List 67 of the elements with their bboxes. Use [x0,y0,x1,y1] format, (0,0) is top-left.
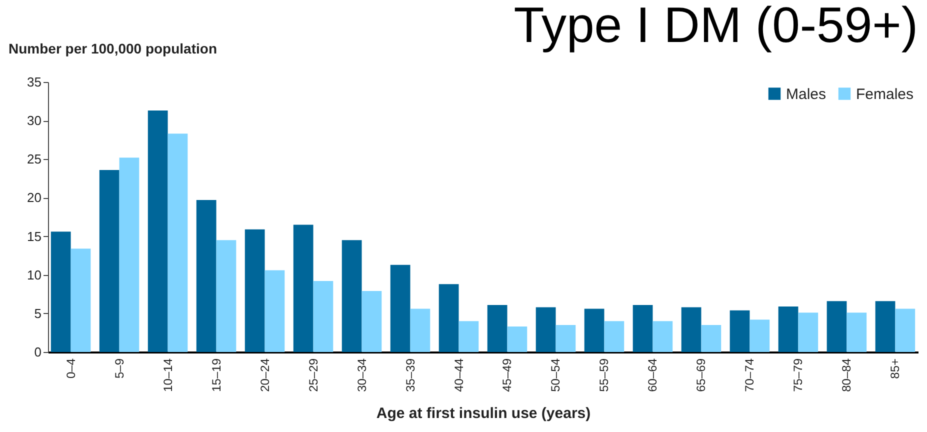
x-tick-label: 70–74 [742,358,757,392]
x-tick-label: 60–64 [646,358,660,392]
y-tick-label: 15 [27,228,42,244]
bar [730,310,750,352]
x-tick-label: 80–84 [840,358,854,392]
bar [70,248,91,352]
bar [196,200,216,352]
x-tick-label: 25–29 [306,358,320,392]
x-tick-label: 45–49 [500,358,514,392]
x-axis-title: Age at first insulin use (years) [376,404,591,422]
bar [826,301,847,352]
x-tick-label: 15–19 [209,358,224,392]
y-tick-label: 30 [27,113,42,128]
y-tick-label: 5 [34,306,42,321]
bar [750,320,770,352]
x-tick-label: 35–39 [403,358,418,392]
bar [487,304,508,352]
bar [148,110,168,352]
legend-label: Males [786,86,826,103]
x-tick-label: 20–24 [258,358,272,392]
x-tick-label: 30–34 [354,358,369,392]
bar [681,307,702,352]
bar [50,232,71,352]
x-tick-label: 50–54 [548,358,563,392]
bar [168,134,188,352]
bar [632,304,653,352]
bar [438,284,459,352]
bar [410,308,430,352]
bar [584,308,604,352]
bar [536,307,556,352]
bar [846,312,867,352]
bar [778,306,798,352]
bar [216,240,236,352]
y-tick-label: 25 [27,152,42,167]
x-tick-label: 75–79 [791,358,806,392]
bar [244,229,265,352]
bar [652,321,673,352]
bar [875,301,896,352]
bar [264,270,285,352]
bar [342,240,362,352]
y-tick-label: 0 [34,344,42,360]
bar [507,326,528,352]
x-tick-label: 85+ [888,358,902,379]
bar [458,321,479,352]
bar [604,321,624,352]
y-tick-label: 35 [27,74,42,90]
legend-label: Females [856,86,914,103]
x-tick-label: 0–4 [64,358,78,379]
bar [313,281,334,352]
y-tick-label: 20 [27,190,42,206]
bar [390,264,410,352]
y-axis-title: Number per 100,000 population [8,40,217,56]
bar [293,224,314,352]
bar [99,170,120,352]
bar [556,325,576,352]
x-tick-label: 40–44 [452,358,466,392]
bar [119,158,140,352]
bar [798,312,818,352]
x-tick-label: 5–9 [112,358,126,379]
bar [701,325,722,352]
bar [895,308,916,352]
x-tick-label: 55–59 [597,358,612,392]
y-tick-label: 10 [27,267,42,282]
chart-title: Type I DM (0-59+) [514,0,918,53]
x-tick-label: 65–69 [694,358,708,392]
x-tick-label: 10–14 [160,358,175,392]
bar [362,291,382,352]
